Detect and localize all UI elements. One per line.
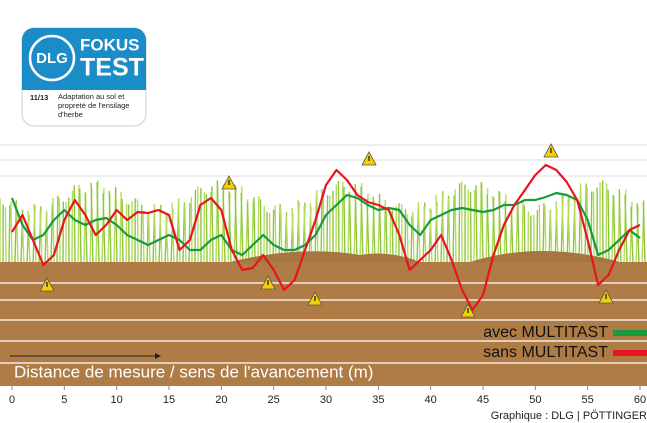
grass-blade [143,211,144,264]
badge-logo: DLG [36,50,68,67]
grass-blade [455,189,456,264]
x-tick-label: 45 [477,394,489,406]
x-tick-label: 35 [372,394,384,406]
grass-blade [206,194,207,264]
x-tick-label: 10 [111,394,123,406]
source: Graphique : DLG | PÖTTINGER [491,410,647,422]
x-tick-label: 25 [268,394,280,406]
legend-swatch [613,350,647,356]
badge-text: Adaptation au sol et propreté de l'ensil… [58,92,144,119]
badge: DLG FOKUS TEST 11/13 Adaptation au sol e… [22,28,146,126]
grass-blade [342,182,343,264]
chart: Distance de mesure / sens de l'avancemen… [0,0,647,423]
x-tick-label: 5 [61,394,67,406]
grass-blade [141,205,142,264]
grass-blade [74,185,75,264]
x-tick-label: 30 [320,394,332,406]
x-tick-label: 55 [582,394,594,406]
grass-blade [57,196,58,264]
grass-blade [338,181,339,264]
grass-blade [587,188,588,264]
badge-text-box: Adaptation au sol et propreté de l'ensil… [58,92,144,126]
grass-blade [189,203,190,264]
x-tick-label: 40 [425,394,437,406]
x-tick-label: 50 [529,394,541,406]
legend-swatch [613,330,647,336]
grass-blade [474,190,475,264]
grass-blade [72,191,73,264]
x-tick-label: 20 [215,394,227,406]
grass-blade [459,183,460,264]
grass-blade [210,192,211,264]
grass-blade [5,207,6,264]
x-tick-label: 15 [163,394,175,406]
badge-line1: FOKUS [80,35,140,54]
grass-blade [476,185,477,264]
x-axis-label: Distance de mesure / sens de l'avancemen… [14,362,373,381]
grass-blade [9,205,10,264]
x-tick-label: 0 [9,394,15,406]
grass-blade [258,196,259,264]
legend-label: sans MULTITAST [483,344,608,361]
x-tick-label: 60 [634,394,646,406]
grass-blade [608,190,609,264]
badge-issue: 11/13 [30,93,48,102]
legend-label: avec MULTITAST [483,324,608,341]
badge-line2: TEST [80,54,144,82]
